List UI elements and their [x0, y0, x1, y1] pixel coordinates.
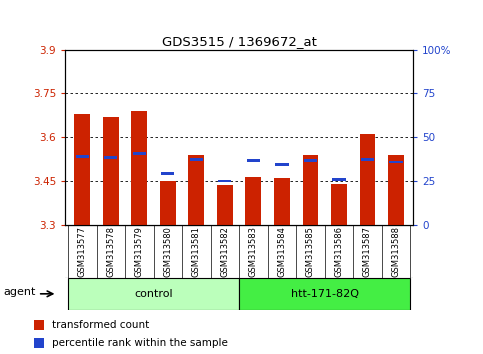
Text: GSM313583: GSM313583: [249, 227, 258, 278]
Bar: [74, 114, 90, 225]
Bar: [361, 158, 374, 160]
Text: GSM313585: GSM313585: [306, 227, 315, 277]
Text: percentile rank within the sample: percentile rank within the sample: [52, 338, 228, 348]
Text: GSM313579: GSM313579: [135, 227, 144, 277]
Bar: [359, 134, 375, 225]
Bar: [217, 185, 233, 225]
Text: GSM313586: GSM313586: [334, 227, 343, 278]
Bar: [389, 160, 402, 164]
Bar: [190, 158, 203, 160]
Bar: [331, 184, 347, 225]
Text: GSM313587: GSM313587: [363, 227, 372, 278]
Bar: [275, 164, 288, 166]
Bar: [161, 172, 174, 175]
Bar: [247, 159, 260, 162]
Text: GSM313577: GSM313577: [78, 227, 87, 278]
Bar: [188, 155, 204, 225]
Bar: [388, 155, 404, 225]
Bar: [304, 159, 317, 162]
Bar: [103, 117, 119, 225]
Bar: [245, 177, 261, 225]
Bar: [302, 155, 318, 225]
Text: GSM313584: GSM313584: [277, 227, 286, 277]
Bar: [160, 181, 176, 225]
Bar: [218, 179, 231, 182]
Bar: [239, 278, 410, 310]
Text: transformed count: transformed count: [52, 320, 150, 330]
Bar: [34, 320, 44, 330]
Text: agent: agent: [3, 287, 36, 297]
Text: GSM313582: GSM313582: [220, 227, 229, 277]
Title: GDS3515 / 1369672_at: GDS3515 / 1369672_at: [162, 35, 316, 48]
Text: control: control: [134, 289, 173, 299]
Bar: [133, 152, 146, 155]
Text: GSM313580: GSM313580: [163, 227, 172, 277]
Bar: [76, 155, 89, 158]
Text: htt-171-82Q: htt-171-82Q: [291, 289, 358, 299]
Text: GSM313581: GSM313581: [192, 227, 201, 277]
Text: GSM313578: GSM313578: [106, 227, 115, 278]
Text: GSM313588: GSM313588: [391, 227, 400, 278]
Bar: [34, 338, 44, 348]
Bar: [332, 178, 345, 181]
Bar: [274, 178, 290, 225]
Bar: [68, 278, 239, 310]
Bar: [104, 156, 117, 159]
Bar: [131, 111, 147, 225]
